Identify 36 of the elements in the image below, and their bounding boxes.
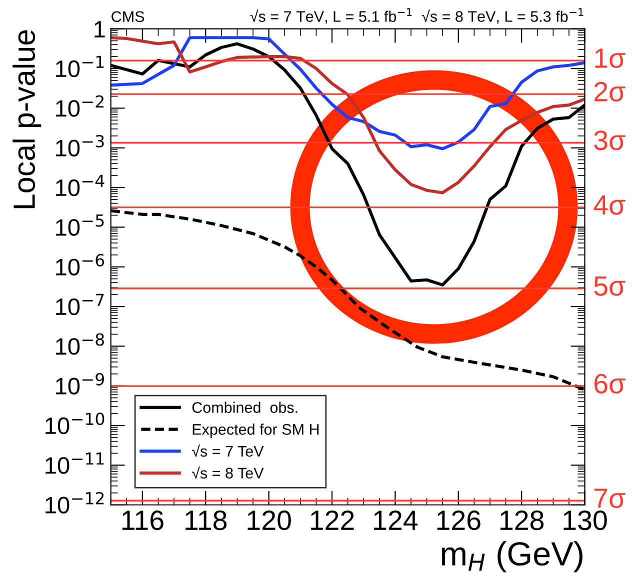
y-axis-title: Local p-value (12, 30, 42, 208)
y-tick-label: 10$^{−7}$ (56, 294, 104, 316)
legend-label: √s = 7 TeV (192, 444, 264, 457)
x-tick-label: 116 (122, 510, 164, 530)
ref-line-label: 3σ (594, 130, 626, 150)
ref-line-label: 2σ (594, 82, 626, 102)
ref-line-label: 4σ (594, 195, 626, 215)
y-tick-label: 10$^{−9}$ (56, 372, 104, 394)
x-tick-label: 118 (186, 510, 227, 530)
chart-title: CMS (112, 11, 144, 22)
x-tick-label: 124 (374, 510, 418, 530)
y-tick-label: 10$^{−10}$ (46, 412, 104, 434)
chart-subtitle: √s = 7 TeV, L = 5.1 fb$^{−1}$ √s = 8 TeV, L = 5.3 fb$^{−1}$ (250, 8, 584, 24)
y-tick-label: 10$^{−12}$ (46, 492, 104, 514)
x-axis-title: m$_{H}$ (GeV) (442, 541, 582, 572)
x-tick-label: 128 (500, 510, 544, 530)
y-tick-label: 10$^{−8}$ (56, 333, 104, 355)
legend-label: Combined obs. (192, 402, 298, 413)
legend-label: √s = 8 TeV (192, 466, 264, 479)
x-tick-label: 122 (310, 510, 354, 530)
legend-label: Expected for SM H (192, 424, 319, 438)
y-tick-label: 10$^{−5}$ (56, 214, 104, 236)
x-tick-label: 120 (248, 510, 291, 530)
y-tick-label: 10$^{−4}$ (56, 174, 104, 196)
ref-line-label: 1σ (595, 48, 626, 68)
x-tick-label: 130 (564, 510, 607, 530)
y-tick-label: 10$^{−11}$ (46, 452, 104, 474)
y-tick-label: 10$^{−2}$ (56, 95, 104, 117)
y-tick-label: 10$^{−6}$ (56, 254, 104, 276)
ref-line-label: 7σ (594, 488, 626, 508)
ref-line-label: 5σ (594, 276, 626, 296)
y-tick-label: 10$^{−3}$ (56, 134, 104, 156)
ref-line-label: 6σ (594, 374, 626, 394)
y-tick-label: 1 (94, 21, 105, 38)
y-tick-label: 10$^{−1}$ (56, 56, 104, 78)
x-tick-label: 126 (437, 510, 480, 530)
